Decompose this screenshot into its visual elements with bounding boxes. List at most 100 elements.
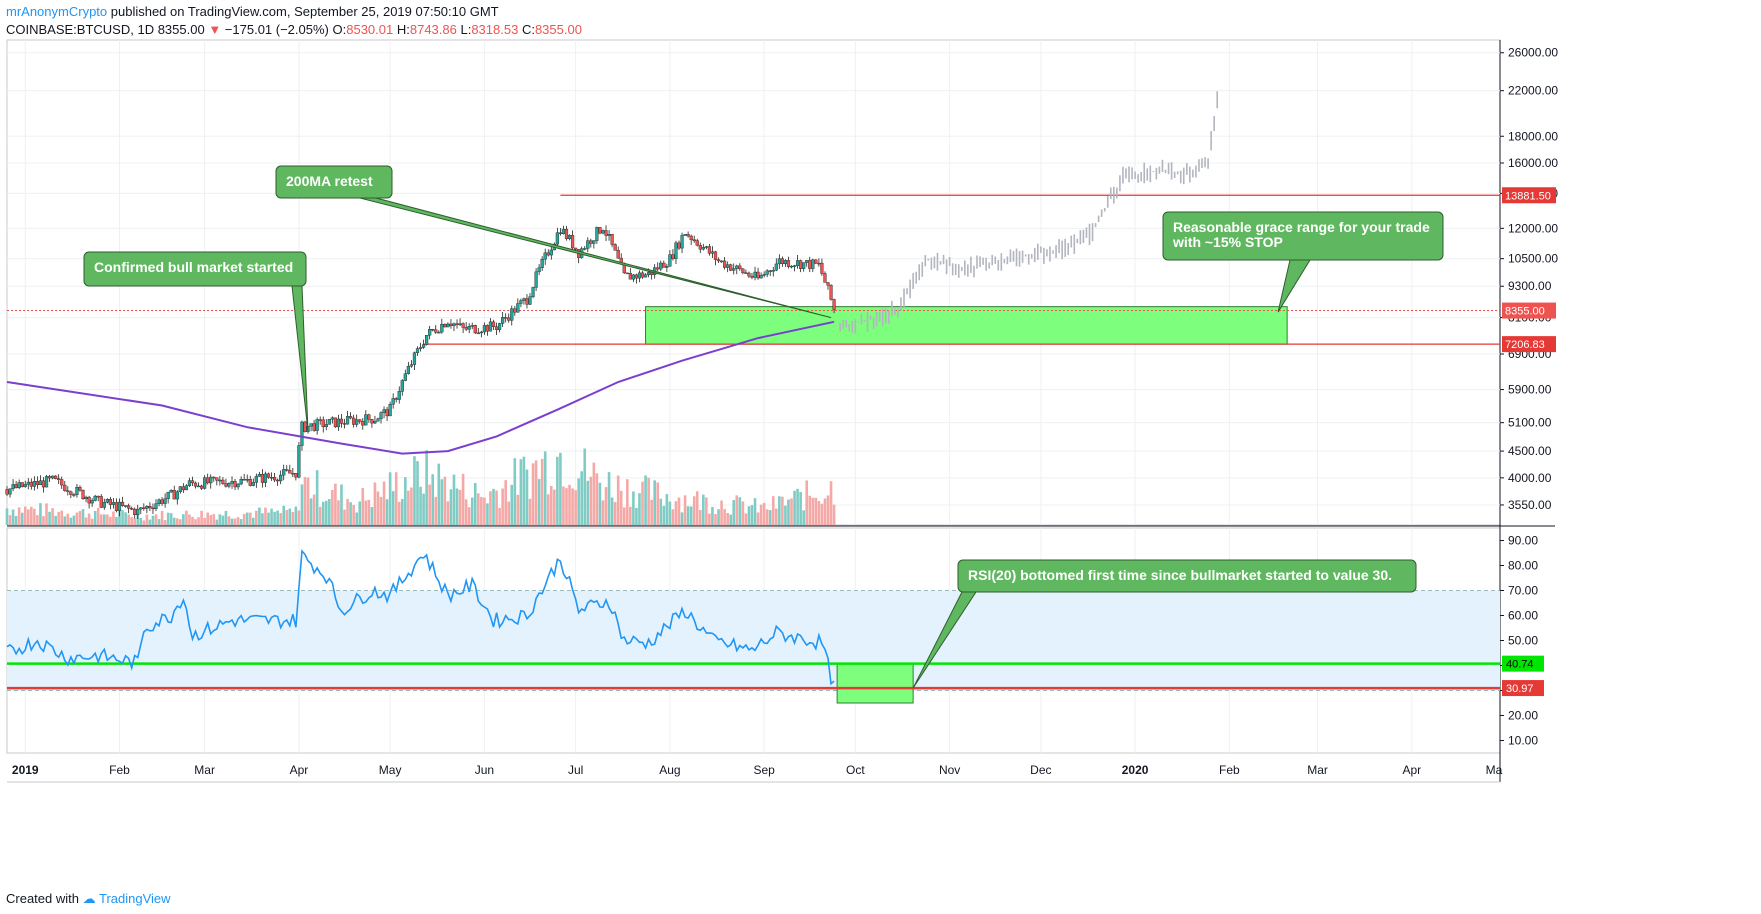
- volume-bar: [461, 473, 465, 525]
- volume-bar: [580, 471, 583, 525]
- candle-body: [20, 482, 24, 487]
- candle-body: [537, 267, 541, 273]
- candle: [379, 411, 383, 424]
- candle: [598, 227, 602, 235]
- candle-body: [601, 230, 605, 234]
- candle: [713, 250, 718, 266]
- candle-body: [491, 321, 496, 327]
- candle-body: [701, 247, 705, 250]
- volume-bar: [571, 488, 574, 525]
- callout-text: Confirmed bull market started: [94, 259, 293, 275]
- candle: [792, 264, 797, 272]
- volume-bar: [720, 500, 723, 525]
- volume-bar: [698, 510, 702, 525]
- volume-bar: [686, 506, 690, 525]
- volume-bar: [191, 516, 194, 525]
- candle: [166, 491, 170, 504]
- candle-body: [364, 414, 368, 426]
- footer: Created with ☁ TradingView: [6, 891, 171, 907]
- candle-body: [586, 240, 590, 249]
- candle: [309, 423, 313, 432]
- candle: [285, 465, 289, 472]
- candle-body: [303, 421, 307, 432]
- candle: [175, 490, 179, 505]
- volume-bar: [528, 498, 532, 525]
- candle: [640, 270, 645, 279]
- candle: [704, 245, 708, 250]
- volume-bar: [516, 494, 520, 525]
- volume-bar: [674, 501, 678, 525]
- candle-body: [29, 481, 33, 487]
- volume-bar: [732, 500, 736, 525]
- volume-bar: [589, 476, 593, 525]
- candle: [607, 230, 611, 241]
- candle-body: [823, 273, 827, 283]
- candle: [832, 298, 836, 314]
- candle: [69, 490, 73, 499]
- callout-tail: [291, 285, 309, 432]
- volume-bar: [583, 448, 587, 525]
- volume-bar: [768, 510, 772, 525]
- candle: [461, 322, 465, 334]
- candle: [5, 486, 9, 497]
- close-label: C:: [518, 22, 535, 37]
- candle: [297, 441, 301, 479]
- author-link[interactable]: mrAnonymCrypto: [6, 4, 108, 19]
- tradingview-link[interactable]: TradingView: [98, 891, 171, 906]
- volume-bar: [607, 472, 611, 525]
- high-value: 8743.86: [409, 22, 457, 37]
- candle: [288, 464, 292, 474]
- candle-body: [786, 260, 791, 267]
- volume-bar: [148, 519, 152, 525]
- candle: [75, 484, 79, 498]
- price-tick-label: 3550.00: [1508, 498, 1552, 512]
- candle: [759, 272, 763, 279]
- candle-body: [704, 246, 708, 248]
- candle-body: [470, 325, 474, 327]
- candle: [312, 419, 316, 432]
- volume-bar: [324, 500, 328, 525]
- volume-bar: [382, 481, 386, 525]
- candle-body: [373, 420, 377, 424]
- x-tick-label: Mar: [1307, 763, 1328, 777]
- candle-body: [133, 508, 137, 516]
- volume-bar: [665, 494, 669, 525]
- volume-bar: [300, 484, 304, 525]
- volume-bar: [11, 509, 15, 525]
- candle-body: [385, 409, 389, 417]
- candle-body: [592, 240, 596, 244]
- candle-body: [352, 417, 356, 425]
- candle-body: [589, 240, 593, 244]
- candle-body: [640, 272, 645, 278]
- candle-body: [269, 477, 274, 479]
- candle-body: [525, 298, 529, 305]
- candle: [47, 474, 52, 482]
- volume-bar: [267, 512, 270, 525]
- candle-body: [99, 496, 103, 508]
- candle-body: [695, 240, 699, 246]
- candle-body: [227, 483, 231, 487]
- price-label-box: [1502, 187, 1556, 204]
- candle-body: [336, 418, 341, 428]
- volume-bar: [315, 470, 319, 525]
- candle: [136, 504, 140, 520]
- candle-body: [726, 264, 730, 268]
- volume-bar: [264, 507, 267, 525]
- candle: [315, 417, 319, 435]
- candle: [802, 262, 806, 272]
- volume-bar: [145, 514, 149, 525]
- volume-bar: [337, 500, 340, 525]
- low-value: 8318.53: [471, 22, 519, 37]
- volume-bar: [166, 512, 170, 525]
- candle: [376, 417, 380, 422]
- candle-body: [750, 275, 754, 278]
- candle-body: [90, 500, 94, 504]
- volume-bar: [270, 508, 273, 525]
- tradingview-logo-icon[interactable]: ☁: [82, 891, 96, 906]
- volume-bar: [328, 499, 331, 525]
- volume-bar: [549, 485, 553, 525]
- candle: [169, 489, 173, 493]
- volume-bar: [230, 518, 234, 525]
- candle-body: [504, 317, 508, 319]
